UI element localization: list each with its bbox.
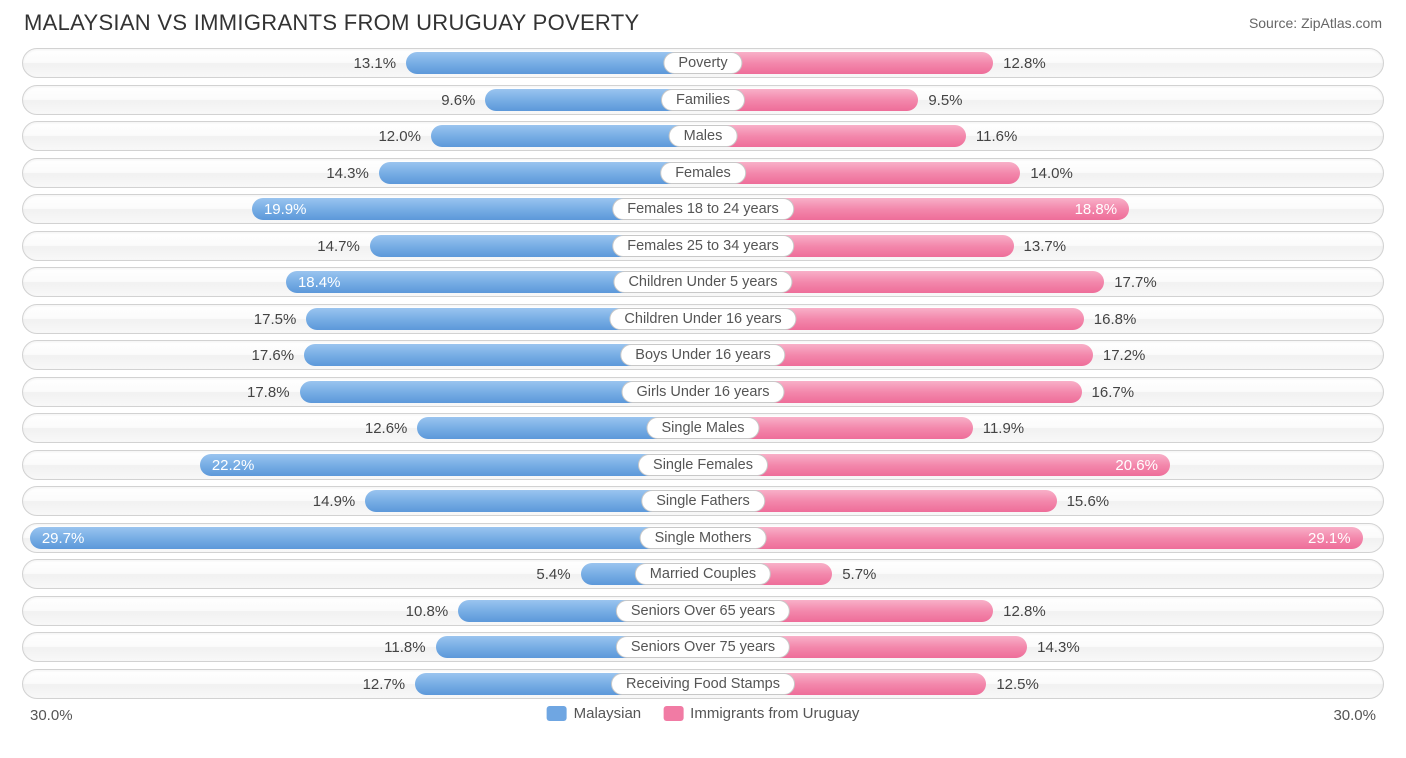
category-label: Receiving Food Stamps <box>611 673 795 695</box>
value-right: 16.7% <box>1082 378 1135 408</box>
bar-left <box>379 162 703 184</box>
chart-row: 17.6% 17.2% Boys Under 16 years <box>22 340 1384 370</box>
value-left: 17.5% <box>254 305 307 335</box>
legend-label-left: Malaysian <box>574 705 642 722</box>
legend-item-left: Malaysian <box>547 705 642 722</box>
value-right: 29.1% <box>703 524 1363 554</box>
bar-right <box>703 162 1020 184</box>
legend: Malaysian Immigrants from Uruguay <box>547 705 860 722</box>
bar-left <box>431 125 703 147</box>
chart-row: 12.6% 11.9% Single Males <box>22 413 1384 443</box>
value-left: 22.2% <box>200 451 703 481</box>
bar-right <box>703 52 993 74</box>
category-label: Single Females <box>638 454 768 476</box>
category-label: Families <box>661 89 745 111</box>
chart-row: 12.0% 11.6% Males <box>22 121 1384 151</box>
chart-footer: 30.0% 30.0% Malaysian Immigrants from Ur… <box>0 705 1406 737</box>
legend-swatch-right <box>663 706 683 721</box>
value-right: 11.6% <box>966 122 1017 152</box>
value-right: 12.8% <box>993 49 1046 79</box>
value-left: 12.0% <box>378 122 431 152</box>
category-label: Females 18 to 24 years <box>612 198 794 220</box>
value-right: 5.7% <box>832 560 876 590</box>
value-left: 14.3% <box>326 159 379 189</box>
chart-row: 17.8% 16.7% Girls Under 16 years <box>22 377 1384 407</box>
value-left: 13.1% <box>354 49 407 79</box>
chart-row: 17.5% 16.8% Children Under 16 years <box>22 304 1384 334</box>
legend-item-right: Immigrants from Uruguay <box>663 705 859 722</box>
category-label: Married Couples <box>635 563 771 585</box>
category-label: Males <box>669 125 738 147</box>
chart-area: 13.1% 12.8% Poverty 9.6% 9.5% Families 12.0% 11… <box>0 42 1406 699</box>
chart-title: MALAYSIAN VS IMMIGRANTS FROM URUGUAY POV… <box>24 10 639 36</box>
value-left: 29.7% <box>30 524 703 554</box>
chart-row: 29.7%29.1%Single Mothers <box>22 523 1384 553</box>
category-label: Females <box>660 162 746 184</box>
chart-row: 22.2%20.6%Single Females <box>22 450 1384 480</box>
category-label: Poverty <box>663 52 742 74</box>
value-right: 11.9% <box>973 414 1024 444</box>
value-left: 12.7% <box>363 670 416 700</box>
axis-right-max: 30.0% <box>1333 707 1376 724</box>
chart-row: 5.4% 5.7% Married Couples <box>22 559 1384 589</box>
value-left: 11.8% <box>384 633 435 663</box>
value-right: 14.3% <box>1027 633 1080 663</box>
chart-row: 14.7% 13.7% Females 25 to 34 years <box>22 231 1384 261</box>
category-label: Single Mothers <box>640 527 767 549</box>
value-right: 15.6% <box>1057 487 1110 517</box>
category-label: Seniors Over 75 years <box>616 636 790 658</box>
category-label: Single Males <box>646 417 759 439</box>
category-label: Girls Under 16 years <box>622 381 785 403</box>
value-right: 12.5% <box>986 670 1039 700</box>
category-label: Children Under 5 years <box>613 271 792 293</box>
value-right: 12.8% <box>993 597 1046 627</box>
bar-left <box>406 52 703 74</box>
category-label: Children Under 16 years <box>609 308 796 330</box>
chart-row: 19.9%18.8%Females 18 to 24 years <box>22 194 1384 224</box>
chart-row: 13.1% 12.8% Poverty <box>22 48 1384 78</box>
chart-row: 11.8% 14.3% Seniors Over 75 years <box>22 632 1384 662</box>
value-right: 14.0% <box>1020 159 1073 189</box>
header: MALAYSIAN VS IMMIGRANTS FROM URUGUAY POV… <box>0 0 1406 42</box>
axis-left-max: 30.0% <box>30 707 73 724</box>
value-left: 9.6% <box>441 86 485 116</box>
value-left: 14.9% <box>313 487 366 517</box>
value-right: 16.8% <box>1084 305 1137 335</box>
value-left: 12.6% <box>365 414 418 444</box>
category-label: Single Fathers <box>641 490 765 512</box>
category-label: Seniors Over 65 years <box>616 600 790 622</box>
bar-right <box>703 125 966 147</box>
chart-row: 12.7% 12.5% Receiving Food Stamps <box>22 669 1384 699</box>
value-left: 14.7% <box>317 232 370 262</box>
value-right: 9.5% <box>918 86 962 116</box>
category-label: Females 25 to 34 years <box>612 235 794 257</box>
legend-swatch-left <box>547 706 567 721</box>
value-left: 17.8% <box>247 378 300 408</box>
legend-label-right: Immigrants from Uruguay <box>690 705 859 722</box>
chart-row: 9.6% 9.5% Families <box>22 85 1384 115</box>
category-label: Boys Under 16 years <box>620 344 785 366</box>
chart-row: 14.3% 14.0% Females <box>22 158 1384 188</box>
value-left: 5.4% <box>536 560 580 590</box>
value-right: 20.6% <box>703 451 1170 481</box>
value-right: 13.7% <box>1014 232 1067 262</box>
value-right: 17.2% <box>1093 341 1146 371</box>
value-left: 10.8% <box>406 597 459 627</box>
chart-row: 18.4%17.7%Children Under 5 years <box>22 267 1384 297</box>
value-right: 17.7% <box>1104 268 1157 298</box>
chart-row: 14.9% 15.6% Single Fathers <box>22 486 1384 516</box>
chart-row: 10.8% 12.8% Seniors Over 65 years <box>22 596 1384 626</box>
value-left: 17.6% <box>252 341 305 371</box>
source-attribution: Source: ZipAtlas.com <box>1249 15 1382 31</box>
